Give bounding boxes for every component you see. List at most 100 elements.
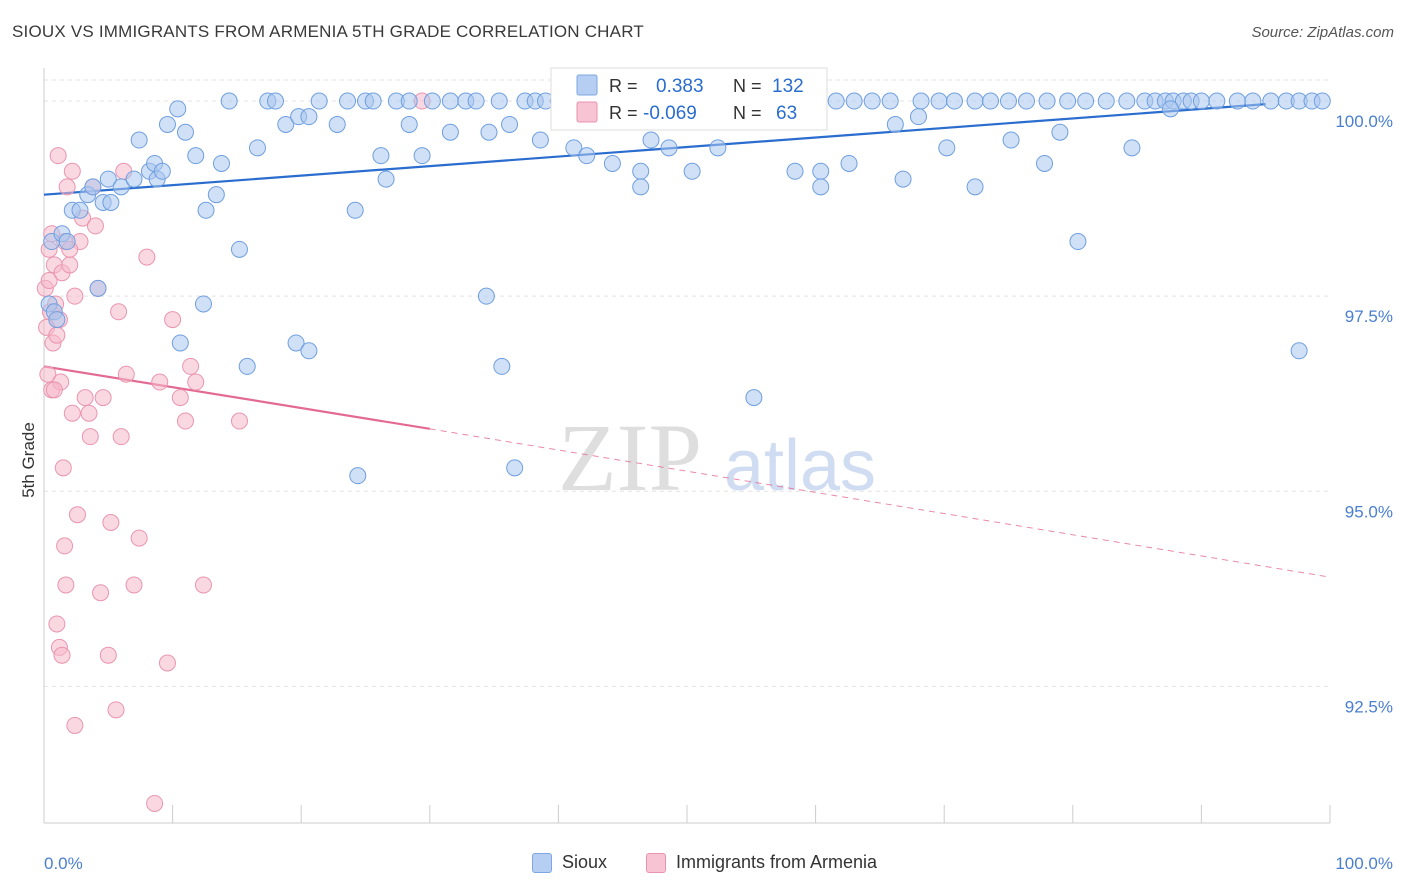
sioux-point	[84, 178, 102, 196]
armenia-trend-dashed	[429, 428, 1331, 578]
sioux-point	[1077, 92, 1095, 110]
sioux-point	[531, 131, 549, 149]
sioux-point	[1192, 92, 1210, 110]
armenia-point	[53, 646, 71, 664]
armenia-trend-line	[43, 365, 430, 430]
sioux-point	[966, 92, 984, 110]
sioux-point	[845, 92, 863, 110]
sioux-point	[1002, 131, 1020, 149]
sioux-point	[112, 178, 130, 196]
stats-legend-n-label: N =	[733, 103, 762, 123]
armenia-point	[130, 529, 148, 547]
watermark: ZIP atlas	[558, 404, 876, 511]
sioux-point	[642, 131, 660, 149]
y-tick-label: 92.5%	[1345, 697, 1393, 716]
armenia-point	[107, 701, 125, 719]
chart-title: SIOUX VS IMMIGRANTS FROM ARMENIA 5TH GRA…	[12, 22, 644, 41]
sioux-point	[169, 100, 187, 118]
sioux-point	[310, 92, 328, 110]
sioux-point	[158, 115, 176, 133]
sioux-point	[441, 92, 459, 110]
sioux-point	[1036, 154, 1054, 172]
armenia-point	[68, 506, 86, 524]
sioux-point	[493, 357, 511, 375]
sioux-point	[966, 178, 984, 196]
stats-legend-n-value: 132	[772, 76, 804, 97]
sioux-point	[938, 139, 956, 157]
armenia-point	[63, 162, 81, 180]
armenia-point	[48, 615, 66, 633]
sioux-point	[709, 139, 727, 157]
armenia-point	[86, 217, 104, 235]
sioux-trend-line	[43, 103, 1266, 196]
armenia-point	[125, 576, 143, 594]
armenia-point	[66, 716, 84, 734]
sioux-point	[212, 154, 230, 172]
sioux-point	[89, 279, 107, 297]
legend-swatch-sioux	[532, 852, 552, 873]
armenia-point	[102, 514, 120, 532]
armenia-point	[194, 576, 212, 594]
sioux-point	[660, 139, 678, 157]
x-tick-label: 100.0%	[1335, 854, 1393, 873]
sioux-point	[71, 201, 89, 219]
armenia-point	[63, 404, 81, 422]
sioux-point	[745, 389, 763, 407]
sioux-point	[125, 170, 143, 188]
armenia-point	[40, 272, 58, 290]
sioux-point	[812, 162, 830, 180]
sioux-point	[480, 123, 498, 141]
sioux-point	[881, 92, 899, 110]
stats-legend: R = 0.383 N = 132 R = -0.069 N = 63	[550, 67, 828, 131]
sioux-point	[945, 92, 963, 110]
sioux-point	[58, 233, 76, 251]
y-axis-label: 5th Grade	[19, 422, 38, 498]
stats-legend-n-label: N =	[733, 76, 762, 96]
sioux-point	[1069, 233, 1087, 251]
legend-item-sioux: Sioux	[532, 852, 607, 873]
sioux-point	[1097, 92, 1115, 110]
sioux-point	[48, 311, 66, 329]
source-label: Source: ZipAtlas.com	[1251, 24, 1394, 41]
stats-legend-r-value: -0.069	[643, 103, 697, 124]
x-tick-label: 0.0%	[44, 854, 83, 873]
armenia-point	[99, 646, 117, 664]
armenia-point	[57, 576, 75, 594]
sioux-point	[423, 92, 441, 110]
sioux-point	[187, 147, 205, 165]
sioux-point	[1244, 92, 1262, 110]
armenia-points	[36, 92, 431, 812]
sioux-point	[565, 139, 583, 157]
sioux-point	[400, 92, 418, 110]
sioux-point	[197, 201, 215, 219]
sioux-point	[99, 170, 117, 188]
armenia-point	[158, 654, 176, 672]
armenia-point	[138, 248, 156, 266]
sioux-point	[230, 240, 248, 258]
sioux-point	[490, 92, 508, 110]
legend-label-armenia: Immigrants from Armenia	[676, 852, 878, 872]
armenia-point	[110, 303, 128, 321]
stats-legend-sioux-swatch	[576, 74, 598, 96]
trend-lines	[43, 103, 1331, 578]
armenia-point	[66, 287, 84, 305]
sioux-point	[349, 467, 367, 485]
sioux-point	[176, 123, 194, 141]
sioux-point	[346, 201, 364, 219]
sioux-point	[338, 92, 356, 110]
sioux-point	[477, 287, 495, 305]
sioux-point	[786, 162, 804, 180]
sioux-point	[812, 178, 830, 196]
sioux-point	[266, 92, 284, 110]
sioux-point	[400, 115, 418, 133]
sioux-point	[300, 342, 318, 360]
sioux-point	[1162, 100, 1180, 118]
sioux-point	[238, 357, 256, 375]
sioux-point	[827, 92, 845, 110]
sioux-point	[886, 115, 904, 133]
sioux-point	[930, 92, 948, 110]
sioux-point	[441, 123, 459, 141]
sioux-point	[277, 115, 295, 133]
sioux-point	[840, 154, 858, 172]
